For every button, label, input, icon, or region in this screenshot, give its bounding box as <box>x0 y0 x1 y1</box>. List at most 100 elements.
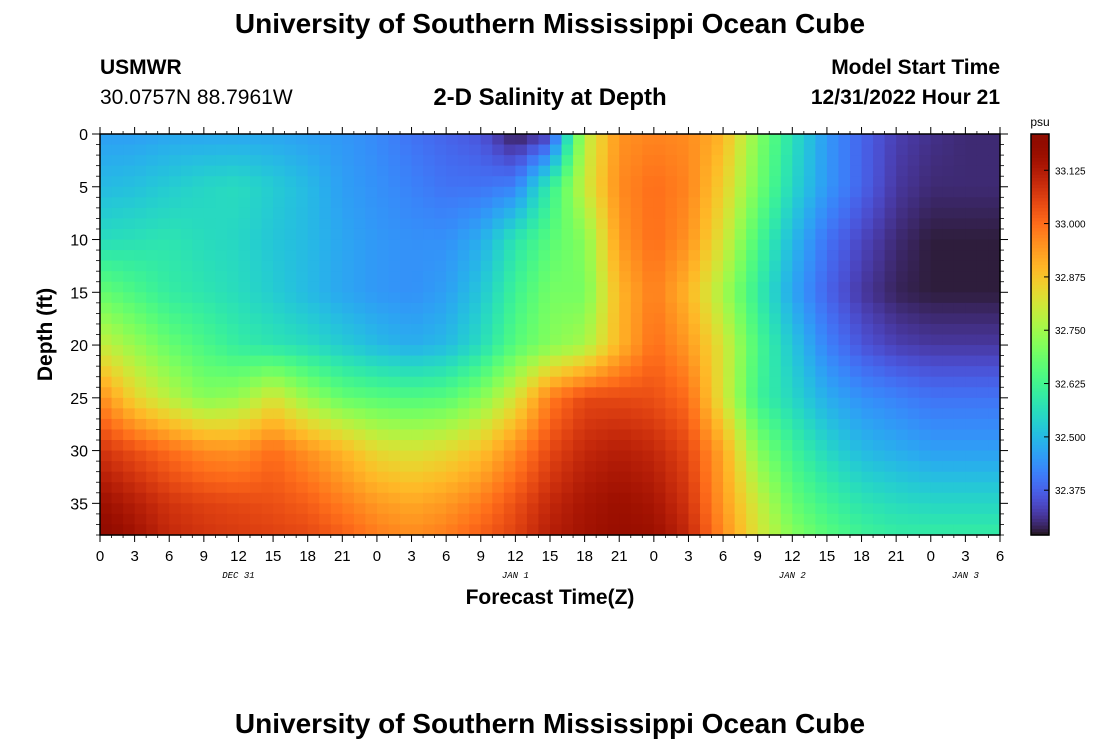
heatmap-cell <box>319 418 332 431</box>
heatmap-cell <box>919 440 932 452</box>
heatmap-cell <box>711 450 724 462</box>
heatmap-cell <box>330 387 343 399</box>
heatmap-cell <box>411 345 424 357</box>
heatmap-cell <box>169 513 182 526</box>
colorbar-swatch <box>1031 164 1049 169</box>
heatmap-cell <box>884 345 897 357</box>
colorbar-swatch <box>1031 498 1049 503</box>
heatmap-cell <box>538 387 551 399</box>
heatmap-cell <box>111 334 124 346</box>
heatmap-cell <box>434 144 447 156</box>
colorbar-swatch <box>1031 240 1049 245</box>
heatmap-cell <box>550 450 563 462</box>
heatmap-cell <box>100 281 113 293</box>
heatmap-cell <box>134 239 147 251</box>
heatmap-cell <box>157 186 170 198</box>
heatmap-cell <box>630 313 643 325</box>
heatmap-cell <box>423 492 436 504</box>
heatmap-cell <box>307 271 320 283</box>
heatmap-cell <box>203 524 216 536</box>
heatmap-cell <box>226 513 240 526</box>
heatmap-cell <box>261 408 274 420</box>
heatmap-cell <box>538 144 551 156</box>
heatmap-cell <box>226 503 240 515</box>
heatmap-cell <box>746 397 759 409</box>
heatmap-cell <box>976 461 990 473</box>
heatmap-cell <box>850 239 863 251</box>
heatmap-cell <box>180 323 193 336</box>
heatmap-cell <box>665 471 678 483</box>
heatmap-cell <box>769 482 782 494</box>
heatmap-cell <box>607 366 620 378</box>
heatmap-cell <box>111 418 124 431</box>
heatmap-cell <box>307 281 320 293</box>
heatmap-cell <box>988 155 1001 167</box>
heatmap-cell <box>134 186 147 198</box>
heatmap-cell <box>826 461 840 473</box>
heatmap-cell <box>815 513 828 526</box>
heatmap-cell <box>826 450 840 462</box>
heatmap-cell <box>780 492 793 504</box>
heatmap-cell <box>815 429 828 441</box>
heatmap-cell <box>769 355 782 367</box>
heatmap-cell <box>746 408 759 420</box>
heatmap-cell <box>457 482 470 494</box>
heatmap-cell <box>353 524 366 536</box>
heatmap-cell <box>676 450 690 462</box>
date-label: JAN 2 <box>779 571 807 581</box>
heatmap-cell <box>700 334 713 346</box>
heatmap-cell <box>296 218 309 230</box>
heatmap-cell <box>446 429 459 441</box>
heatmap-cell <box>215 207 228 220</box>
heatmap-cell <box>515 165 528 177</box>
colorbar-swatch <box>1031 304 1049 309</box>
heatmap-cell <box>561 408 574 420</box>
heatmap-cell <box>815 524 828 536</box>
heatmap-cell <box>330 524 343 536</box>
heatmap-cell <box>815 281 828 293</box>
heatmap-cell <box>803 207 816 220</box>
heatmap-cell <box>261 418 274 431</box>
heatmap-cell <box>180 492 193 504</box>
heatmap-cell <box>711 176 724 188</box>
heatmap-cell <box>215 271 228 283</box>
heatmap-cell <box>653 355 666 367</box>
model-start-value: 12/31/2022 Hour 21 <box>810 86 1000 109</box>
heatmap-cell <box>146 144 159 156</box>
heatmap-cell <box>769 492 782 504</box>
heatmap-cell <box>526 218 540 230</box>
heatmap-cell <box>711 408 724 420</box>
heatmap-cell <box>319 207 332 220</box>
heatmap-cell <box>203 492 216 504</box>
heatmap-cell <box>907 313 920 325</box>
colorbar-swatch <box>1031 197 1049 202</box>
heatmap-cell <box>134 440 147 452</box>
colorbar-swatch <box>1031 214 1049 219</box>
heatmap-cell <box>976 429 990 441</box>
heatmap-cell <box>653 292 666 304</box>
heatmap-cell <box>515 197 528 209</box>
heatmap-cell <box>596 376 609 388</box>
heatmap-cell <box>861 429 874 441</box>
heatmap-cell <box>734 418 747 431</box>
heatmap-cell <box>561 207 574 220</box>
heatmap-cell <box>238 144 251 156</box>
heatmap-cell <box>111 134 124 146</box>
heatmap-cell <box>653 260 666 272</box>
heatmap-cell <box>157 334 170 346</box>
heatmap-cell <box>953 218 966 230</box>
heatmap-cell <box>630 471 643 483</box>
heatmap-cell <box>226 345 240 357</box>
heatmap-cell <box>953 228 966 241</box>
heatmap-cell <box>607 355 620 367</box>
heatmap-cell <box>757 397 770 409</box>
heatmap-cell <box>238 492 251 504</box>
heatmap-cell <box>157 513 170 526</box>
heatmap-cell <box>780 345 793 357</box>
colorbar-swatch <box>1031 384 1049 389</box>
heatmap-cell <box>561 334 574 346</box>
heatmap-cell <box>273 228 286 241</box>
heatmap-cell <box>446 197 459 209</box>
heatmap-cell <box>469 408 482 420</box>
heatmap-cell <box>492 513 505 526</box>
